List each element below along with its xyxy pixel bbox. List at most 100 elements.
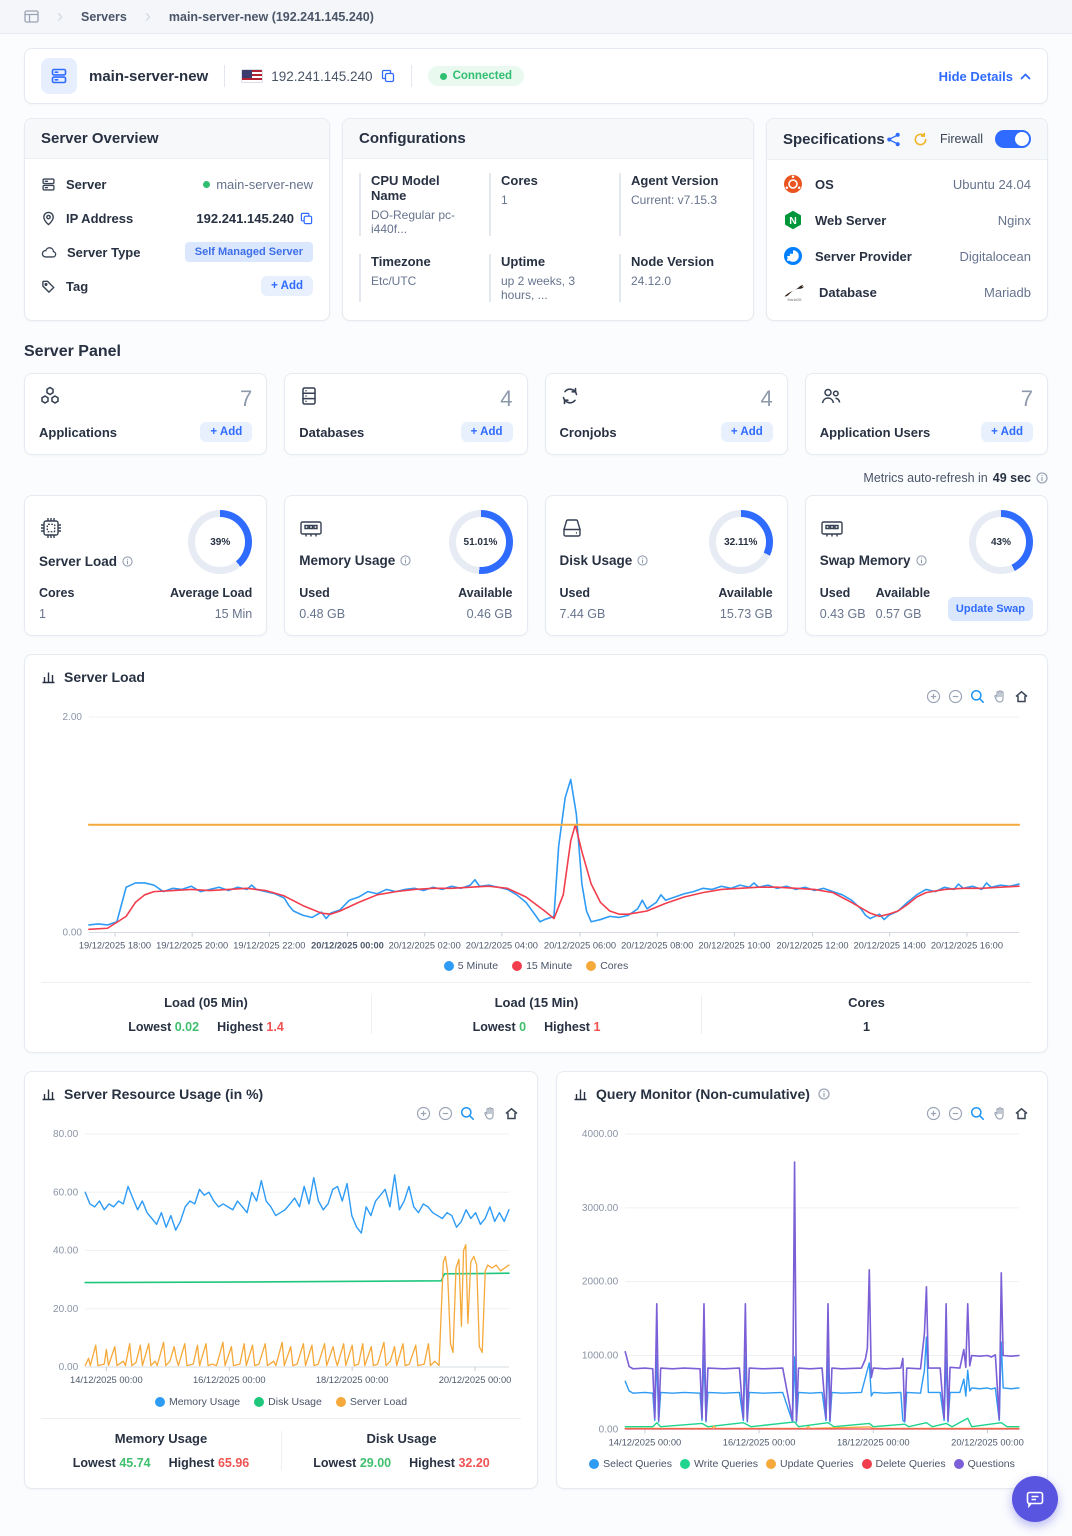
legend-item[interactable]: Disk Usage xyxy=(254,1396,322,1408)
reset-home-icon[interactable] xyxy=(1014,1106,1029,1122)
copy-ip-icon[interactable] xyxy=(300,212,313,225)
legend-label: Server Load xyxy=(349,1395,408,1408)
swap-memory-ring: 43% xyxy=(969,510,1033,574)
legend-item[interactable]: 5 Minute xyxy=(443,960,498,972)
status-badge: Connected xyxy=(427,66,524,86)
cronjobs-card[interactable]: 4 Cronjobs + Add xyxy=(544,373,788,455)
divider xyxy=(410,65,412,87)
zoom-out-icon[interactable] xyxy=(948,1106,963,1122)
selection-zoom-icon[interactable] xyxy=(970,689,985,705)
info-icon[interactable] xyxy=(915,554,927,566)
resource-stats: Memory Usage Lowest 45.74 Highest 65.96 … xyxy=(41,1417,521,1478)
cpu-icon xyxy=(41,517,61,538)
zoom-in-icon[interactable] xyxy=(926,1106,941,1122)
legend-item[interactable]: 15 Minute xyxy=(512,960,572,972)
update-swap-button[interactable]: Update Swap xyxy=(947,597,1033,621)
chat-support-button[interactable] xyxy=(1012,1476,1058,1522)
breadcrumb-current-server: main-server-new (192.241.145.240) xyxy=(168,9,374,24)
add-cronjob-button[interactable]: + Add xyxy=(720,422,773,442)
svg-text:1000.00: 1000.00 xyxy=(582,1351,619,1362)
chevron-right-icon: › xyxy=(57,6,63,26)
add-database-button[interactable]: + Add xyxy=(460,422,513,442)
info-icon[interactable] xyxy=(1036,472,1048,484)
selection-zoom-icon[interactable] xyxy=(460,1106,475,1122)
memory-usage-ring: 51.01% xyxy=(448,510,513,574)
config-cores: Cores 1 xyxy=(489,173,607,236)
selection-zoom-icon[interactable] xyxy=(970,1106,985,1122)
legend-label: 15 Minute xyxy=(526,960,573,973)
overview-row-server: Server main-server-new xyxy=(41,167,313,201)
query-monitor-chart[interactable]: 4000.00 3000.00 2000.00 1000.00 0.00 14/12/20… xyxy=(573,1124,1031,1455)
server-ip: 192.241.145.240 xyxy=(271,68,373,84)
legend-item[interactable]: Cores xyxy=(586,960,628,972)
legend-dot xyxy=(335,1396,346,1407)
legend-item[interactable]: Server Load xyxy=(335,1395,408,1408)
info-icon[interactable] xyxy=(400,554,411,566)
reset-home-icon[interactable] xyxy=(1014,689,1029,705)
reset-home-icon[interactable] xyxy=(504,1106,519,1122)
sync-icon xyxy=(562,387,577,405)
location-pin-icon xyxy=(43,211,54,226)
bottom-charts-row: Server Resource Usage (in %) 80.00 60.00 4… xyxy=(24,1071,1048,1504)
server-load-chart-card: Server Load 2.00 0.00 19/12/2025 18:00 19/1… xyxy=(24,654,1048,1054)
applications-count: 7 xyxy=(240,386,253,411)
metric-label: Disk Usage xyxy=(559,552,633,568)
svg-text:80.00: 80.00 xyxy=(53,1130,79,1141)
breadcrumb-servers[interactable]: Servers xyxy=(81,9,127,24)
zoom-out-icon[interactable] xyxy=(438,1106,453,1122)
application-users-card[interactable]: 7 Application Users + Add xyxy=(804,373,1048,455)
legend-dot xyxy=(589,1458,600,1469)
svg-text:20/12/2025 00:00: 20/12/2025 00:00 xyxy=(951,1438,1024,1448)
pan-icon[interactable] xyxy=(992,689,1007,705)
server-panel-row: 7 Applications + Add 4 Databases + Add xyxy=(24,373,1048,455)
server-header-bar: main-server-new 192.241.145.240 Connecte… xyxy=(24,48,1048,104)
nginx-logo-icon: N xyxy=(785,210,801,230)
legend-label: Select Queries xyxy=(603,1457,672,1470)
zoom-out-icon[interactable] xyxy=(948,689,963,705)
copy-ip-icon[interactable] xyxy=(381,69,395,83)
server-panel-title: Server Panel xyxy=(24,343,121,360)
spec-row-provider: Server Provider Digitalocean xyxy=(783,238,1031,274)
resource-usage-chart[interactable]: 80.00 60.00 40.00 20.00 0.00 14/12/2025 00:00… xyxy=(41,1124,521,1393)
svg-text:2000.00: 2000.00 xyxy=(582,1277,619,1288)
cronjobs-count: 4 xyxy=(760,386,773,411)
bar-chart-icon xyxy=(574,1089,587,1101)
info-icon[interactable] xyxy=(122,555,133,567)
firewall-toggle[interactable] xyxy=(995,130,1031,148)
svg-text:16/12/2025 00:00: 16/12/2025 00:00 xyxy=(193,1376,266,1386)
share-icon[interactable] xyxy=(886,132,901,147)
chevron-right-icon: › xyxy=(144,6,151,26)
firewall-label: Firewall xyxy=(939,132,983,146)
overview-server-value: main-server-new xyxy=(216,176,313,192)
server-load-legend: 5 Minute 15 Minute Cores xyxy=(41,960,1031,972)
refresh-icon[interactable] xyxy=(913,132,928,147)
load-15-min-stat: Load (15 Min) Lowest 0 Highest 1 xyxy=(371,995,701,1035)
add-application-button[interactable]: + Add xyxy=(200,422,253,442)
zoom-in-icon[interactable] xyxy=(416,1106,431,1122)
pan-icon[interactable] xyxy=(482,1106,497,1122)
info-icon[interactable] xyxy=(637,554,648,566)
config-agent-version: Agent Version Current: v7.15.3 xyxy=(619,173,737,236)
legend-item[interactable]: Select Queries xyxy=(589,1458,672,1470)
apps-grid-icon[interactable] xyxy=(24,10,39,23)
legend-item[interactable]: Memory Usage xyxy=(154,1396,240,1408)
legend-item[interactable]: Delete Queries xyxy=(861,1458,946,1470)
legend-dot xyxy=(953,1458,964,1469)
add-tag-button[interactable]: + Add xyxy=(261,276,313,296)
svg-text:16/12/2025 00:00: 16/12/2025 00:00 xyxy=(723,1438,796,1448)
applications-card[interactable]: 7 Applications + Add xyxy=(24,373,268,455)
server-load-chart[interactable]: 2.00 0.00 19/12/2025 18:00 19/12/2025 20:00… xyxy=(41,707,1031,958)
bar-chart-icon xyxy=(42,672,55,684)
hide-details-button[interactable]: Hide Details xyxy=(939,69,1031,84)
disk-usage-metric-card: Disk Usage 32.11% Used 7.44 GB Available 1… xyxy=(544,495,788,636)
legend-item[interactable]: Update Queries xyxy=(766,1458,854,1470)
legend-item[interactable]: Write Queries xyxy=(680,1458,758,1470)
databases-card[interactable]: 4 Databases + Add xyxy=(284,373,528,455)
info-icon[interactable] xyxy=(818,1088,830,1101)
zoom-in-icon[interactable] xyxy=(926,689,941,705)
add-application-user-button[interactable]: + Add xyxy=(981,422,1033,442)
main-content: main-server-new 192.241.145.240 Connecte… xyxy=(0,34,1072,1536)
pan-icon[interactable] xyxy=(992,1106,1007,1122)
legend-item[interactable]: Questions xyxy=(953,1458,1015,1470)
